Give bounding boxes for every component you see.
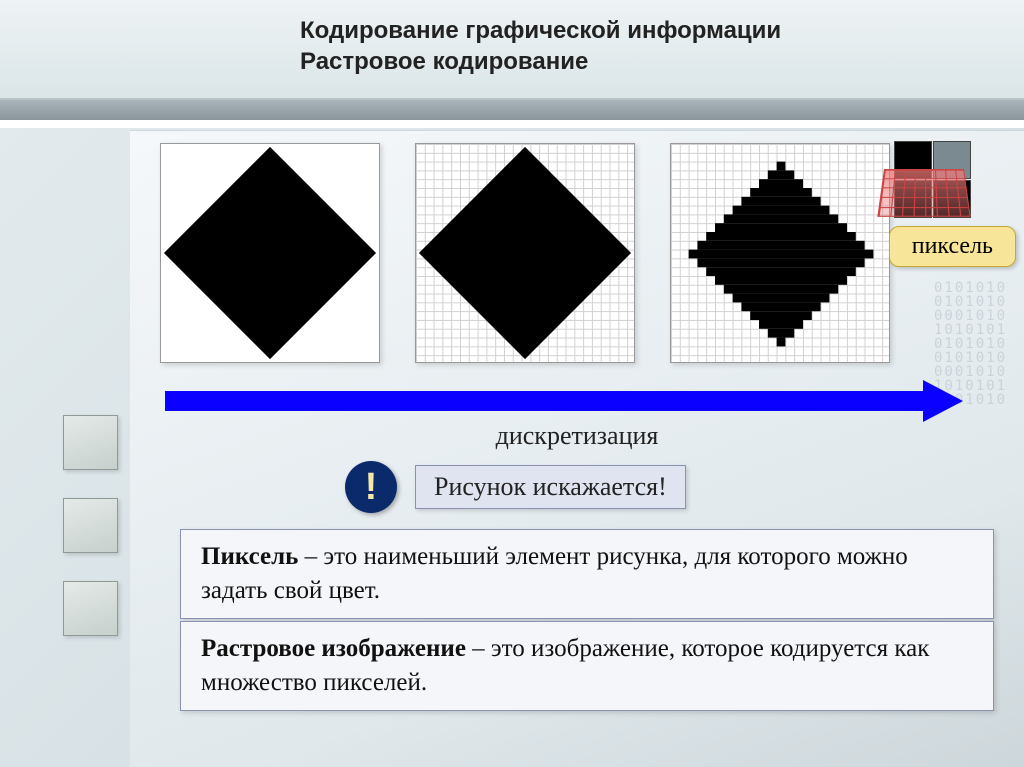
exclamation-icon: ! [345, 461, 397, 513]
diamond-raster-fine [415, 143, 635, 363]
diamond-shape-icon [164, 147, 376, 359]
arrow-head-icon [923, 380, 963, 422]
diamond-shape-icon [419, 147, 631, 359]
diamond-vector [160, 143, 380, 363]
zoom-beam-icon [877, 169, 970, 217]
side-nav-squares [63, 415, 118, 664]
def-text: – это наименьший элемент рисунка, для ко… [201, 543, 908, 604]
definition-pixel: Пиксель – это наименьший элемент рисунка… [180, 529, 994, 619]
diamond-row [160, 143, 994, 373]
definition-raster: Растровое изображение – это изображение,… [180, 621, 994, 711]
content-panel: 0101010010101000010101010101010101001010… [130, 130, 1024, 767]
def-term: Растровое изображение [201, 635, 466, 662]
divider-white [0, 120, 1024, 128]
divider-band [0, 100, 1024, 120]
title-line-1: Кодирование графической информации [300, 15, 994, 46]
warning-row: ! Рисунок искажается! [345, 461, 686, 513]
pixel-label: пиксель [889, 226, 1016, 267]
side-square[interactable] [63, 415, 118, 470]
discretization-arrow [165, 391, 925, 411]
side-square[interactable] [63, 498, 118, 553]
title-line-2: Растровое кодирование [300, 46, 994, 77]
def-term: Пиксель [201, 543, 298, 570]
diamond-raster-coarse [670, 143, 890, 363]
slide-title: Кодирование графической информации Растр… [300, 15, 994, 77]
pixel-diamond-icon [671, 144, 891, 364]
warning-text: Рисунок искажается! [415, 465, 686, 509]
arrow-label: дискретизация [130, 421, 1024, 451]
side-square[interactable] [63, 581, 118, 636]
